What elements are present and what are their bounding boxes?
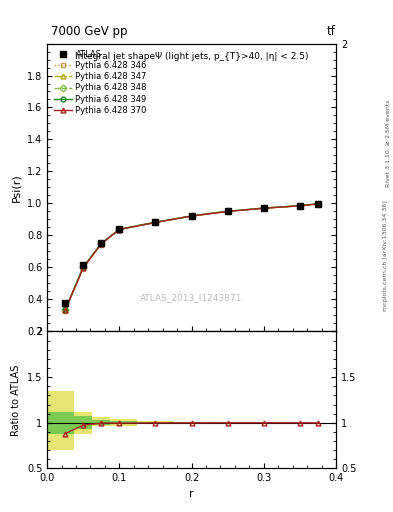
Text: 7000 GeV pp: 7000 GeV pp — [51, 26, 128, 38]
Text: Integral jet shapeΨ (light jets, p_{T}>40, |η| < 2.5): Integral jet shapeΨ (light jets, p_{T}>4… — [75, 52, 309, 61]
Y-axis label: Psi(r): Psi(r) — [11, 173, 21, 202]
Text: Rivet 3.1.10, ≥ 2.5M events: Rivet 3.1.10, ≥ 2.5M events — [386, 100, 391, 187]
Text: ATLAS_2013_I1243871: ATLAS_2013_I1243871 — [140, 293, 243, 303]
Legend: ATLAS, Pythia 6.428 346, Pythia 6.428 347, Pythia 6.428 348, Pythia 6.428 349, P: ATLAS, Pythia 6.428 346, Pythia 6.428 34… — [51, 48, 149, 117]
X-axis label: r: r — [189, 489, 194, 499]
Text: tf: tf — [327, 26, 336, 38]
Text: mcplots.cern.ch [arXiv:1306.34 36]: mcplots.cern.ch [arXiv:1306.34 36] — [383, 201, 388, 311]
Y-axis label: Ratio to ATLAS: Ratio to ATLAS — [11, 364, 21, 436]
